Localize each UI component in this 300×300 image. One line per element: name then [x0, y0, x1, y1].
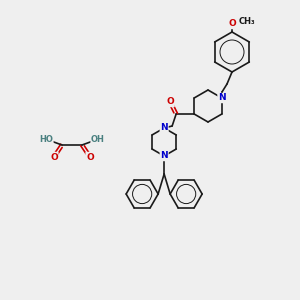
Text: N: N: [160, 124, 168, 133]
Text: HO: HO: [39, 134, 53, 143]
Text: O: O: [86, 152, 94, 161]
Text: CH₃: CH₃: [239, 17, 256, 26]
Text: O: O: [228, 20, 236, 28]
Text: O: O: [50, 152, 58, 161]
Text: OH: OH: [91, 134, 105, 143]
Text: O: O: [166, 98, 174, 106]
Text: N: N: [218, 94, 226, 103]
Text: N: N: [160, 152, 168, 160]
